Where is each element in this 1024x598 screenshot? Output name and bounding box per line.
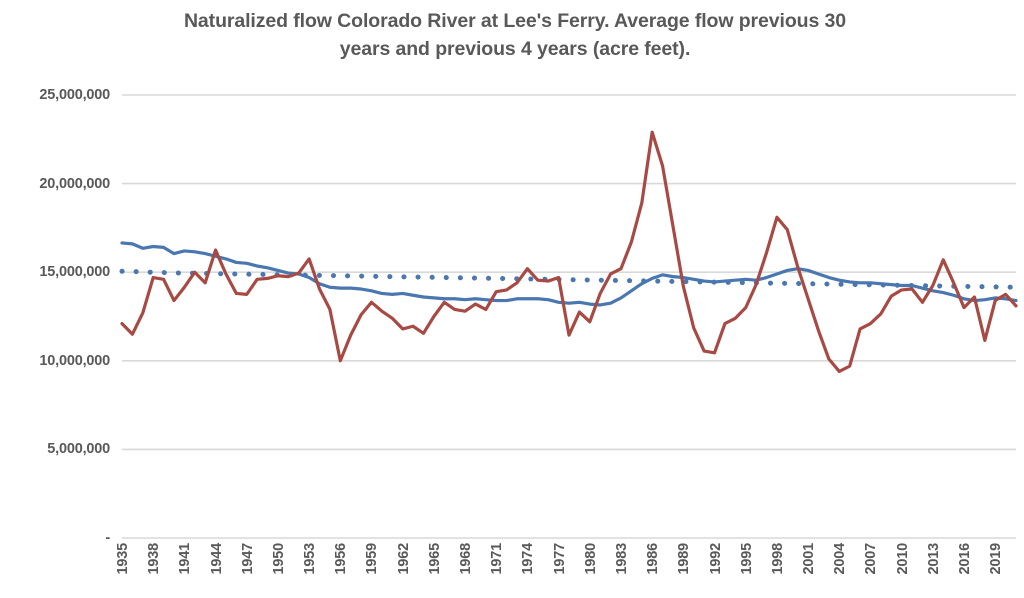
- y-tick-label: 5,000,000: [47, 441, 110, 458]
- series-line-2: [120, 130, 1018, 374]
- series-lines: [119, 130, 1019, 374]
- series-line-1: [119, 268, 1019, 290]
- gridlines: [122, 94, 1016, 539]
- series-line-0: [120, 241, 1018, 307]
- chart-title-line-2: years and previous 4 years (acre feet).: [339, 37, 691, 60]
- y-tick-label: 20,000,000: [39, 175, 110, 192]
- chart-title-line-1: Naturalized flow Colorado River at Lee's…: [183, 10, 847, 32]
- chart-title: Naturalized flow Colorado River at Lee's…: [100, 8, 930, 63]
- y-tick-label: 10,000,000: [39, 352, 110, 369]
- y-tick-label: -: [105, 530, 110, 546]
- y-tick-label: 15,000,000: [39, 264, 110, 281]
- y-axis-tick-labels: 25,000,000 20,000,000 15,000,000 10,000,000…: [0, 0, 110, 598]
- y-tick-label: 25,000,000: [39, 87, 110, 103]
